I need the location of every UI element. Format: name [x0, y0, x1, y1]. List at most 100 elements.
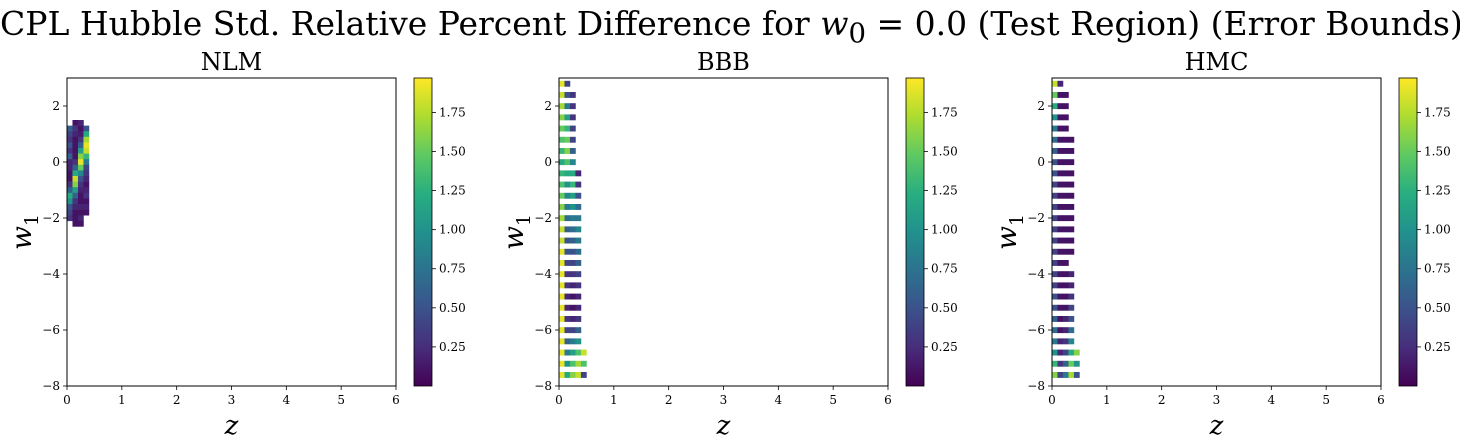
x-tick-label: 4: [775, 393, 783, 407]
x-tick-label: 6: [884, 393, 892, 407]
heatmap-cell: [564, 159, 571, 166]
figure-title-suffix: = 0.0 (Test Region) (Error Bounds): [865, 4, 1460, 43]
y-tick-label: 0: [544, 155, 552, 169]
heatmap-cell: [83, 164, 90, 171]
heatmap-cell: [564, 293, 571, 300]
colorbar-tick-label: 0.75: [1424, 262, 1451, 276]
heatmap-cell: [83, 170, 90, 177]
heatmap-cell: [77, 204, 84, 210]
subplot-hmc: 0 1 2 3 4 5 620−2−4−6−8HMCzw10.250.500.751.001…: [990, 48, 1451, 441]
heatmap-cell: [1068, 327, 1075, 334]
heatmap-cell: [1052, 215, 1058, 222]
heatmap-cell: [77, 142, 84, 149]
heatmap-cell: [1062, 204, 1069, 210]
heatmap-cell: [559, 293, 565, 300]
heatmap-cell: [569, 271, 576, 278]
heatmap-cell: [1062, 327, 1069, 334]
heatmap-cell: [1062, 215, 1069, 222]
heatmap-cell: [559, 103, 565, 110]
heatmap-cell: [1052, 282, 1058, 289]
colorbar-tick-label: 0.25: [439, 340, 466, 354]
y-axis-label: w1: [5, 214, 43, 250]
heatmap-cell: [569, 237, 576, 244]
heatmap-cell: [559, 215, 565, 222]
heatmap-cell: [1052, 125, 1058, 132]
heatmap-cell: [569, 125, 576, 132]
heatmap-cell: [559, 181, 565, 188]
heatmap-cell: [1052, 327, 1058, 334]
colorbar-tick-label: 1.25: [931, 184, 958, 198]
y-axis-label-sub: 1: [513, 214, 535, 226]
y-axis-label-main: w: [5, 226, 38, 250]
heatmap-cell: [67, 204, 73, 210]
y-tick-label: −2: [1027, 211, 1045, 225]
heatmap-cell: [559, 248, 565, 255]
figure-title-w: w: [820, 4, 849, 43]
heatmap-cell: [575, 248, 582, 255]
heatmap-cell: [1052, 136, 1058, 143]
colorbar-tick-label: 1.75: [931, 105, 958, 119]
heatmap-cell: [1073, 360, 1080, 367]
heatmap-cell: [67, 131, 73, 138]
heatmap-cell: [77, 120, 84, 126]
heatmap-cell: [559, 125, 565, 132]
heatmap-cell: [83, 204, 90, 210]
heatmap-cell: [575, 349, 582, 356]
heatmap-cell: [67, 198, 73, 205]
x-tick-label: 4: [1268, 393, 1276, 407]
heatmap-cell: [72, 181, 79, 188]
heatmap-cell: [83, 187, 90, 194]
heatmap-cell: [564, 215, 571, 222]
heatmap-cell: [72, 198, 79, 205]
heatmap-cell: [564, 181, 571, 188]
heatmap-cell: [77, 170, 84, 177]
heatmap-cell: [1057, 372, 1064, 378]
colorbar-tick-label: 1.00: [931, 223, 958, 237]
heatmap-cell: [1052, 114, 1058, 121]
heatmap-cell: [83, 153, 90, 160]
heatmap-cell: [72, 209, 79, 216]
subplot-title: BBB: [697, 48, 750, 76]
colorbar-tick-label: 0.50: [931, 301, 958, 315]
heatmap-cell: [559, 204, 565, 210]
heatmap-cell: [575, 271, 582, 278]
heatmap-cell: [1057, 181, 1064, 188]
heatmap-cell: [67, 209, 73, 216]
y-axis-label-main: w: [497, 226, 530, 250]
heatmap-cell: [575, 338, 582, 345]
heatmap-cell: [1057, 271, 1064, 278]
heatmap-cell: [1062, 304, 1069, 311]
heatmap-cell: [1057, 170, 1064, 177]
x-tick-label: 5: [1322, 393, 1330, 407]
heatmap-cell: [564, 125, 571, 132]
heatmap-cell: [77, 215, 84, 222]
heatmap-cell: [569, 338, 576, 345]
heatmap-cell: [72, 142, 79, 149]
heatmap-cell: [1062, 103, 1069, 110]
heatmap-cell: [67, 181, 73, 188]
heatmap-cell: [564, 271, 571, 278]
heatmap-cell: [569, 293, 576, 300]
heatmap-cell: [1052, 170, 1058, 177]
heatmap-cell: [1052, 237, 1058, 244]
subplot-nlm: 0 1 2 3 4 5 620−2−4−6−8NLMzw10.250.500.751.001…: [5, 48, 466, 441]
heatmap-cell: [559, 136, 565, 143]
heatmap-cell: [580, 372, 587, 378]
heatmap-cell: [77, 131, 84, 138]
heatmap-cell: [1052, 271, 1058, 278]
heatmap-cell: [1057, 327, 1064, 334]
y-tick-label: −8: [42, 379, 60, 393]
heatmap-cell: [1057, 349, 1064, 356]
heatmap-cell: [83, 136, 90, 143]
figure-title-sub: 0: [848, 17, 866, 50]
heatmap-cell: [575, 226, 582, 233]
heatmap-cell: [77, 198, 84, 205]
x-axis-label: z: [224, 411, 239, 441]
heatmap-cell: [77, 148, 84, 154]
heatmap-cell: [1057, 204, 1064, 210]
heatmap-cell: [77, 136, 84, 143]
heatmap-cell: [72, 153, 79, 160]
heatmap-cells: [67, 120, 90, 227]
colorbar: 0.25 0.50 0.75 1.00 1.25 1.50 1.75: [1398, 77, 1451, 387]
heatmap-cell: [83, 192, 90, 199]
